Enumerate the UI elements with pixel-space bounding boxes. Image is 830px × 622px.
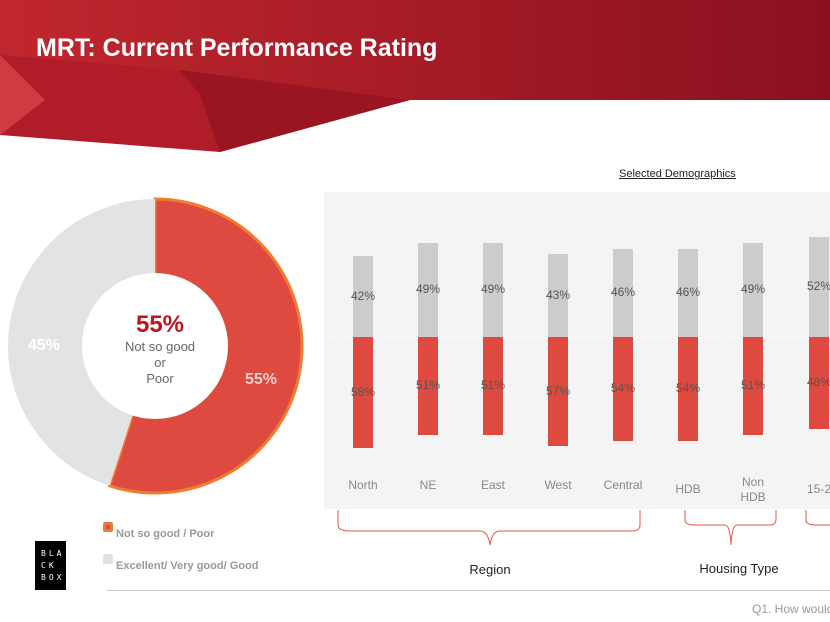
data-label-good: 43% [545,287,571,302]
data-label-poor: 51% [740,377,766,392]
donut-center: 55% Not so good or Poor [105,311,215,387]
category-label: North [348,478,378,492]
page-title: MRT: Current Performance Rating [36,34,438,62]
data-label-poor: 54% [675,380,701,395]
legend-swatch [103,554,113,564]
bar-good [483,242,503,337]
category-label: Non HDB [740,475,766,504]
data-label-good: 49% [480,281,506,296]
data-label-good: 46% [675,284,701,299]
category-label: HDB [675,482,701,496]
age-brace [805,510,830,526]
bar-good [353,256,373,337]
group-label-region: Region [469,562,511,577]
footer-divider [107,590,830,591]
center-value: 55% [135,311,185,338]
bar-poor [483,337,503,435]
legend-item-good: Excellent/ Very good/ Good [103,554,258,572]
slice-label-good: 45% [28,337,61,354]
housing-brace [684,510,777,546]
blackbox-logo: BLA CK BOX [35,541,66,590]
data-label-good: 42% [350,288,376,303]
bar-poor [613,337,633,441]
header-banner [0,0,830,152]
slice-label-poor: 55% [245,371,278,388]
category-label: West [544,478,572,492]
bar-poor [418,337,438,435]
legend-label: Excellent/ Very good/ Good [116,560,259,572]
legend-swatch [103,522,113,532]
data-label-poor: 54% [610,380,636,395]
category-label: NE [419,478,437,492]
donut-slice [8,199,156,486]
data-label-poor: 51% [415,377,441,392]
bar-poor [809,337,829,430]
data-label-good: 49% [415,281,441,296]
donut-chart [8,197,304,495]
category-label: Central [603,478,643,492]
bar-good [418,242,438,337]
group-label-housing: Housing Type [699,561,779,576]
bar-poor [353,337,373,449]
bar-poor [678,337,698,441]
data-label-good: 49% [740,281,766,296]
category-label: 15-2 [806,482,830,496]
bar-poor [548,337,568,447]
bar-good [548,254,568,337]
group-braces [337,510,830,546]
bar-good [678,248,698,337]
center-label-1: Not so good [124,339,196,354]
bar-good [809,237,829,337]
data-label-poor: 58% [350,384,376,399]
baseline [324,337,830,338]
region-brace [337,510,641,546]
bar-good [613,248,633,337]
data-label-good: 52% [806,279,830,294]
footer-question: Q1. How would [752,602,830,616]
data-label-good: 46% [610,284,636,299]
center-label-3: Poor [146,371,174,386]
data-label-poor: 57% [545,383,571,398]
demographics-title: Selected Demographics [619,168,736,180]
legend-item-poor: Not so good / Poor [103,522,214,540]
bar-poor [743,337,763,435]
data-label-poor: 48% [806,375,830,390]
legend-label: Not so good / Poor [116,528,215,540]
data-label-poor: 51% [480,377,506,392]
bar-good [743,242,763,337]
category-label: East [480,478,505,492]
center-label-2: or [154,355,166,370]
